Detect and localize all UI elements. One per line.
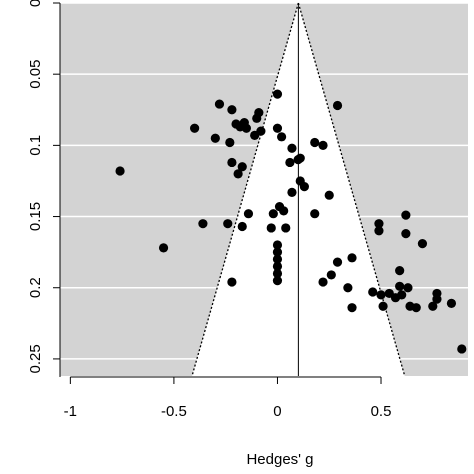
study-point-58 <box>376 290 386 300</box>
study-point-69 <box>411 303 421 313</box>
study-point-32 <box>272 268 283 279</box>
study-point-48 <box>324 190 334 200</box>
study-point-47 <box>318 277 328 287</box>
study-point-54 <box>347 303 357 313</box>
study-point-37 <box>285 157 295 168</box>
funnel-left-boundary <box>191 2 300 377</box>
study-point-9 <box>227 157 237 168</box>
study-point-29 <box>272 247 283 257</box>
y-tick-label-5: 0.25 <box>27 344 44 373</box>
study-point-0 <box>115 166 125 176</box>
study-point-71 <box>428 301 438 311</box>
study-point-75 <box>457 344 467 354</box>
study-point-45 <box>310 209 320 219</box>
study-point-30 <box>272 254 283 264</box>
study-point-24 <box>268 209 278 219</box>
y-tick-label-0: 0 <box>27 0 44 7</box>
study-point-70 <box>417 238 428 249</box>
study-point-23 <box>266 223 276 233</box>
study-point-31 <box>272 261 283 271</box>
x-axis-title: Hedges' g <box>246 451 313 468</box>
study-point-25 <box>272 89 283 99</box>
study-point-8 <box>227 105 237 115</box>
x-tick-label-1: -0.5 <box>161 403 187 420</box>
study-point-6 <box>223 219 233 229</box>
study-point-67 <box>403 283 413 293</box>
study-point-38 <box>287 187 297 197</box>
study-point-35 <box>279 206 289 216</box>
study-point-64 <box>397 290 407 300</box>
study-point-14 <box>237 162 247 172</box>
study-point-17 <box>241 123 251 133</box>
y-tick-label-4: 0.2 <box>27 277 44 298</box>
study-point-50 <box>332 100 343 111</box>
study-point-51 <box>332 257 343 267</box>
study-point-73 <box>432 294 442 304</box>
study-point-2 <box>190 123 200 133</box>
plot-area <box>60 2 468 377</box>
funnel-right-boundary <box>297 2 406 377</box>
study-point-7 <box>225 137 235 148</box>
study-point-55 <box>368 287 378 297</box>
y-tick-label-1: 0.05 <box>27 60 44 89</box>
y-tick-label-2: 0.1 <box>27 135 44 156</box>
y-tick-label-3: 0.15 <box>27 202 44 231</box>
study-point-33 <box>272 276 283 286</box>
study-point-21 <box>254 108 264 118</box>
study-point-56 <box>374 219 384 229</box>
study-point-53 <box>347 253 357 263</box>
study-point-34 <box>277 132 287 142</box>
study-point-15 <box>237 221 247 232</box>
study-point-3 <box>198 219 208 229</box>
study-point-65 <box>401 210 411 220</box>
study-point-43 <box>299 182 309 192</box>
study-point-44 <box>310 137 320 148</box>
study-point-39 <box>287 143 297 153</box>
study-point-52 <box>343 283 353 293</box>
study-point-49 <box>326 270 336 280</box>
study-point-1 <box>158 243 169 253</box>
study-point-74 <box>446 298 457 308</box>
axes: -1 -0.5 0 0.5 0 0.05 0.1 0.15 0.2 0.25 <box>27 0 391 420</box>
study-point-63 <box>395 281 405 291</box>
study-point-46 <box>318 140 328 150</box>
study-point-66 <box>401 229 411 239</box>
study-point-12 <box>233 169 243 179</box>
study-point-59 <box>378 301 388 311</box>
x-tick-label-3: 0.5 <box>371 403 392 420</box>
study-point-26 <box>272 123 283 133</box>
study-point-36 <box>281 223 291 233</box>
study-point-28 <box>272 240 283 250</box>
study-point-62 <box>395 266 405 276</box>
study-point-10 <box>227 277 237 287</box>
study-point-41 <box>295 153 305 163</box>
study-point-5 <box>214 99 225 109</box>
study-point-18 <box>243 209 254 219</box>
x-tick-label-0: -1 <box>64 403 77 420</box>
x-tick-label-2: 0 <box>273 403 281 420</box>
study-point-57 <box>374 226 384 236</box>
study-point-4 <box>210 133 220 143</box>
study-point-22 <box>256 126 266 136</box>
